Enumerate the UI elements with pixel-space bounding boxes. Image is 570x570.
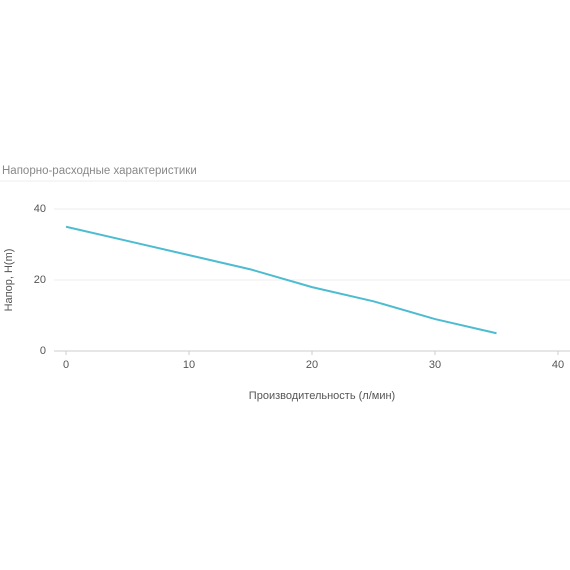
y-tick-label: 20 [34,274,46,286]
y-tick-label: 0 [40,345,46,357]
x-tick-label: 0 [63,359,69,371]
y-tick-label: 40 [34,203,46,215]
data-line [65,225,497,335]
chart-title: Напорно-расходные характеристики [2,165,197,177]
y-axis-label: Напор, H(m) [3,249,15,312]
x-tick-label: 40 [552,359,564,371]
x-tick-label: 20 [306,359,318,371]
x-axis-label: Производительность (л/мин) [249,390,395,402]
x-tick-label: 10 [183,359,195,371]
x-tick-label: 30 [429,359,441,371]
